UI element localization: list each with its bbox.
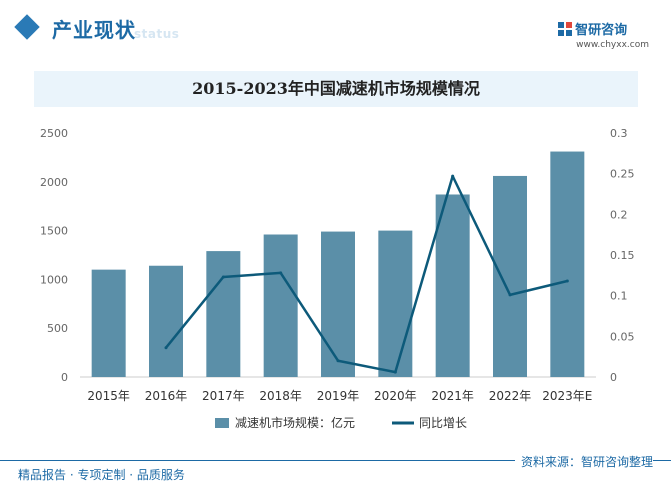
bar bbox=[435, 194, 470, 377]
growth-line bbox=[165, 174, 568, 374]
x-tick-label: 2022年 bbox=[489, 389, 532, 403]
y-left-tick-label: 2000 bbox=[40, 176, 68, 189]
bar bbox=[91, 269, 126, 377]
y-right-tick-label: 0.15 bbox=[610, 249, 635, 262]
growth-point bbox=[508, 293, 512, 297]
growth-point bbox=[336, 359, 340, 363]
x-tick-label: 2016年 bbox=[145, 389, 188, 403]
bar bbox=[206, 251, 241, 377]
bar bbox=[378, 230, 413, 377]
x-tick-label: 2019年 bbox=[317, 389, 360, 403]
growth-point bbox=[164, 346, 168, 350]
x-tick-label: 2023年E bbox=[542, 389, 592, 403]
y-left-tick-label: 1000 bbox=[40, 273, 68, 286]
page-header: status 产业现状 智研咨询 www.chyxx.com bbox=[0, 0, 671, 60]
legend-line-label: 同比增长 bbox=[419, 416, 467, 430]
chart-title-bar: 2015-2023年中国减速机市场规模情况 bbox=[34, 71, 638, 107]
brand: 智研咨询 www.chyxx.com bbox=[558, 18, 649, 50]
x-tick-label: 2021年 bbox=[431, 389, 474, 403]
growth-point bbox=[565, 279, 569, 283]
growth-point bbox=[221, 275, 225, 279]
growth-point bbox=[451, 174, 455, 178]
footer-source: 资料来源：智研咨询整理 bbox=[514, 453, 653, 470]
x-tick-label: 2020年 bbox=[374, 389, 417, 403]
y-right-tick-label: 0 bbox=[610, 371, 617, 384]
y-left-tick-label: 2500 bbox=[40, 127, 68, 140]
x-tick-label: 2015年 bbox=[87, 389, 130, 403]
growth-point bbox=[393, 370, 397, 374]
brand-url: www.chyxx.com bbox=[576, 40, 649, 50]
y-right-tick-label: 0.25 bbox=[610, 168, 635, 181]
bar bbox=[263, 234, 298, 377]
y-left-tick-label: 0 bbox=[61, 371, 68, 384]
chart-title: 2015-2023年中国减速机市场规模情况 bbox=[192, 79, 480, 98]
footer-divider bbox=[0, 460, 671, 461]
bar bbox=[493, 175, 527, 377]
y-right-tick-label: 0.1 bbox=[610, 290, 628, 303]
bar bbox=[321, 231, 355, 377]
legend-bar-label: 减速机市场规模：亿元 bbox=[235, 415, 355, 430]
bar bbox=[149, 265, 183, 377]
y-left-tick-label: 1500 bbox=[40, 225, 68, 238]
x-tick-label: 2017年 bbox=[202, 389, 245, 403]
brand-logo-icon bbox=[558, 21, 573, 36]
section-subtitle: status bbox=[134, 27, 180, 41]
section-title: 产业现状 bbox=[52, 18, 136, 42]
legend-bar-swatch bbox=[215, 418, 229, 428]
growth-point bbox=[279, 271, 283, 275]
y-right-tick-label: 0.05 bbox=[610, 330, 635, 343]
y-right-tick-label: 0.2 bbox=[610, 208, 628, 221]
brand-name: 智研咨询 bbox=[575, 23, 628, 38]
bar bbox=[550, 151, 585, 377]
y-left-tick-label: 500 bbox=[47, 322, 68, 335]
y-right-tick-label: 0.3 bbox=[610, 127, 628, 140]
footer-tagline: 精品报告 · 专项定制 · 品质服务 bbox=[18, 468, 185, 482]
x-tick-label: 2018年 bbox=[259, 389, 302, 403]
